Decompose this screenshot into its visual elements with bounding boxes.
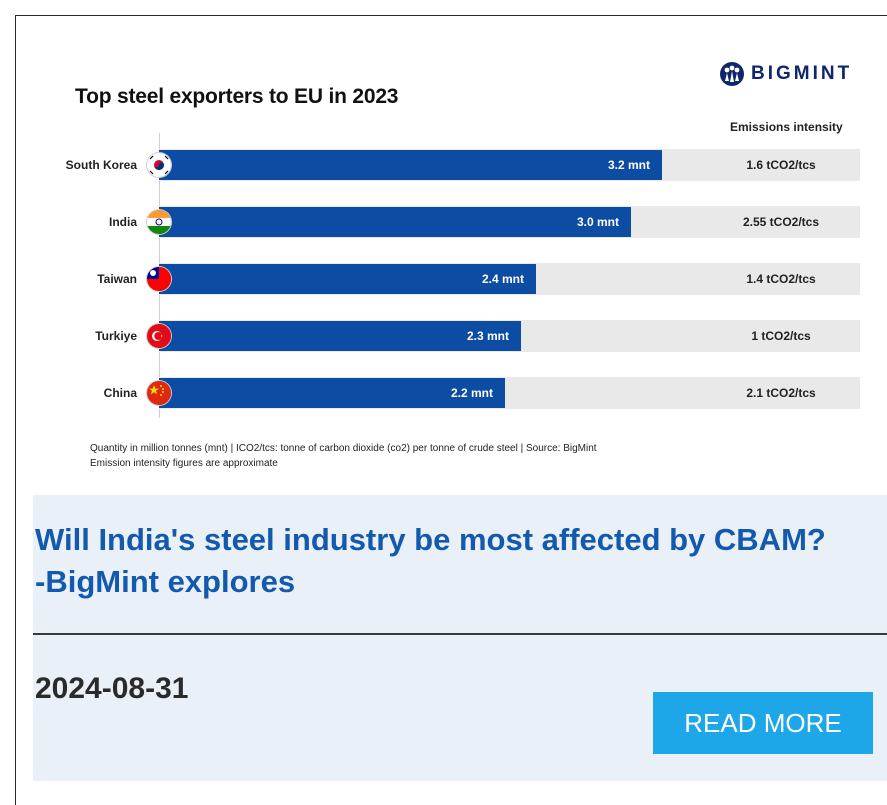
page-frame — [15, 15, 887, 805]
taiwan-flag-icon — [147, 267, 171, 291]
bar-value-label: 2.2 mnt — [450, 386, 493, 400]
emissions-value: 1 tCO2/tcs — [751, 329, 811, 343]
emissions-value: 1.6 tCO2/tcs — [746, 158, 816, 172]
country-label: South Korea — [65, 158, 137, 172]
bigmint-logo: BIGMINT — [719, 61, 852, 87]
chart-bar — [159, 207, 631, 237]
bar-value-label: 3.0 mnt — [576, 215, 619, 229]
footnote-approximate: Emission intensity figures are approxima… — [90, 458, 278, 469]
country-label: China — [103, 386, 137, 400]
country-label: Turkiye — [95, 329, 137, 343]
china-flag-icon — [147, 381, 171, 405]
read-more-button[interactable]: READ MORE — [653, 692, 873, 754]
emissions-value: 1.4 tCO2/tcs — [746, 272, 816, 286]
chart-bar — [159, 378, 505, 408]
emissions-value: 2.1 tCO2/tcs — [746, 386, 816, 400]
chart-bar — [159, 264, 536, 294]
infographic-image: Top steel exporters to EU in 2023 BIGMIN… — [33, 25, 887, 495]
chart-bar — [159, 150, 662, 180]
south-korea-flag-icon — [147, 153, 171, 177]
article-card: Will India's steel industry be most affe… — [33, 495, 887, 781]
footnote-source: Quantity in million tonnes (mnt) | ICO2/… — [90, 443, 597, 454]
bar-value-label: 2.3 mnt — [466, 329, 509, 343]
emissions-value: 2.55 tCO2/tcs — [742, 215, 820, 229]
bigmint-logo-icon — [720, 62, 744, 86]
article-headline[interactable]: Will India's steel industry be most affe… — [35, 522, 826, 599]
bar-value-label: 3.2 mnt — [607, 158, 650, 172]
chart-title: Top steel exporters to EU in 2023 — [75, 85, 399, 108]
country-label: India — [108, 215, 137, 229]
chart-bar — [159, 321, 521, 351]
bar-value-label: 2.4 mnt — [481, 272, 524, 286]
article-date: 2024-08-31 — [35, 672, 189, 705]
country-label: Taiwan — [97, 272, 137, 286]
india-flag-icon — [147, 210, 171, 234]
article-divider — [33, 633, 887, 635]
emissions-intensity-header: Emissions intensity — [730, 120, 843, 134]
turkiye-flag-icon — [147, 324, 171, 348]
bigmint-logo-text: BIGMINT — [751, 63, 853, 84]
